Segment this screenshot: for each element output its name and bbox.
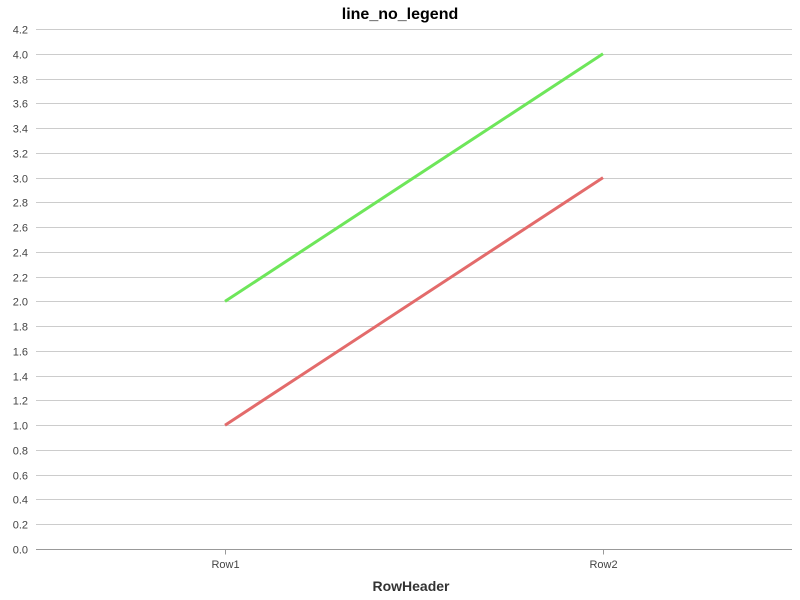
y-tick-label: 2.4 (13, 248, 28, 260)
chart-title: line_no_legend (342, 6, 458, 23)
x-tick-label: Row1 (211, 559, 239, 571)
y-tick-label: 0.4 (13, 495, 28, 507)
y-tick-label: 2.6 (13, 223, 28, 235)
y-tick-label: 3.8 (13, 75, 28, 87)
y-tick-label: 3.6 (13, 99, 28, 111)
y-tick-labels: 0.0 0.2 0.4 0.6 0.8 1.0 1.2 1.4 1.6 1.8 2.0 2.2 2.4 2… (13, 25, 28, 557)
y-tick-label: 3.0 (13, 174, 28, 186)
y-tick-label: 1.4 (13, 372, 28, 384)
y-tick-label: 2.8 (13, 198, 28, 210)
y-tick-label: 0.8 (13, 446, 28, 458)
series-line-2 (224, 176, 604, 427)
y-tick-label: 1.0 (13, 421, 28, 433)
y-tick-label: 0.2 (13, 520, 28, 532)
y-tick-label: 0.6 (13, 471, 28, 483)
y-tick-label: 4.2 (13, 25, 28, 37)
y-tick-label: 0.0 (13, 545, 28, 557)
y-tick-label: 1.8 (13, 322, 28, 334)
x-tick-label: Row2 (589, 559, 617, 571)
x-axis-label: RowHeader (372, 578, 450, 594)
y-tick-label: 1.2 (13, 396, 28, 408)
gridlines (36, 29, 792, 525)
y-tick-label: 2.2 (13, 273, 28, 285)
series-lines (224, 52, 604, 427)
y-tick-label: 2.0 (13, 297, 28, 309)
y-tick-label: 3.4 (13, 124, 28, 136)
y-tick-label: 3.2 (13, 149, 28, 161)
series-line-1 (224, 52, 604, 303)
x-ticks: Row1 Row2 (211, 549, 618, 571)
y-tick-label: 1.6 (13, 347, 28, 359)
y-tick-label: 4.0 (13, 50, 28, 62)
